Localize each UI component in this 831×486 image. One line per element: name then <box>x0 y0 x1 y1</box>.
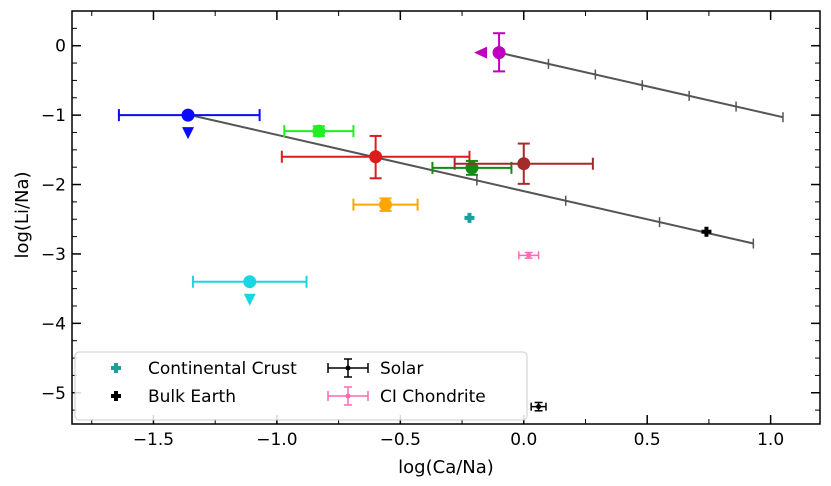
blue-arrow <box>182 127 195 140</box>
legend-marker-dot <box>345 393 351 399</box>
solar-marker <box>536 404 542 410</box>
legend-marker <box>111 391 121 401</box>
x-tick-label: 0.0 <box>510 430 537 450</box>
y-tick-label: 0 <box>55 37 66 57</box>
y-tick-label: −3 <box>41 245 66 265</box>
legend-layer: Continental Crust Solar Bulk Earth CI Chond… <box>74 351 528 421</box>
x-tick-label: −0.5 <box>380 430 421 450</box>
continental-crust-marker <box>464 212 475 223</box>
x-tick-label: −1.5 <box>133 430 174 450</box>
blue-marker <box>181 108 195 122</box>
upper-model-line <box>498 51 784 119</box>
legend-label: Continental Crust <box>148 359 297 379</box>
lines-layer <box>190 51 784 249</box>
ci-chondrite-marker <box>526 252 532 258</box>
cyan-marker <box>243 275 257 289</box>
x-tick-label: 0.5 <box>634 430 661 450</box>
y-axis-label: log(Li/Na) <box>12 171 33 258</box>
y-tick-label: −1 <box>41 106 66 126</box>
lime-marker <box>312 124 326 138</box>
points-layer <box>117 32 712 412</box>
red-marker <box>369 150 383 164</box>
bulk-earth-marker <box>701 226 712 237</box>
legend-label: Bulk Earth <box>148 387 236 407</box>
brown-marker <box>517 157 531 171</box>
magenta-marker <box>492 46 506 60</box>
x-tick-label: 1.0 <box>757 430 784 450</box>
legend-box <box>74 351 528 421</box>
cyan-arrow <box>243 293 256 306</box>
legend-label: CI Chondrite <box>380 387 486 407</box>
magenta-arrow <box>474 46 488 59</box>
plot-frame <box>71 10 821 425</box>
y-tick-label: −4 <box>41 314 66 334</box>
lower-model-line <box>190 114 754 245</box>
legend-label: Solar <box>380 359 423 379</box>
x-tick-label: −1.0 <box>256 430 297 450</box>
legend-marker-dot <box>345 365 351 371</box>
orange-marker <box>379 198 393 212</box>
y-tick-label: −5 <box>41 384 66 404</box>
x-axis-label: log(Ca/Na) <box>398 457 494 478</box>
y-tick-label: −2 <box>41 176 66 196</box>
legend-marker <box>111 363 121 373</box>
